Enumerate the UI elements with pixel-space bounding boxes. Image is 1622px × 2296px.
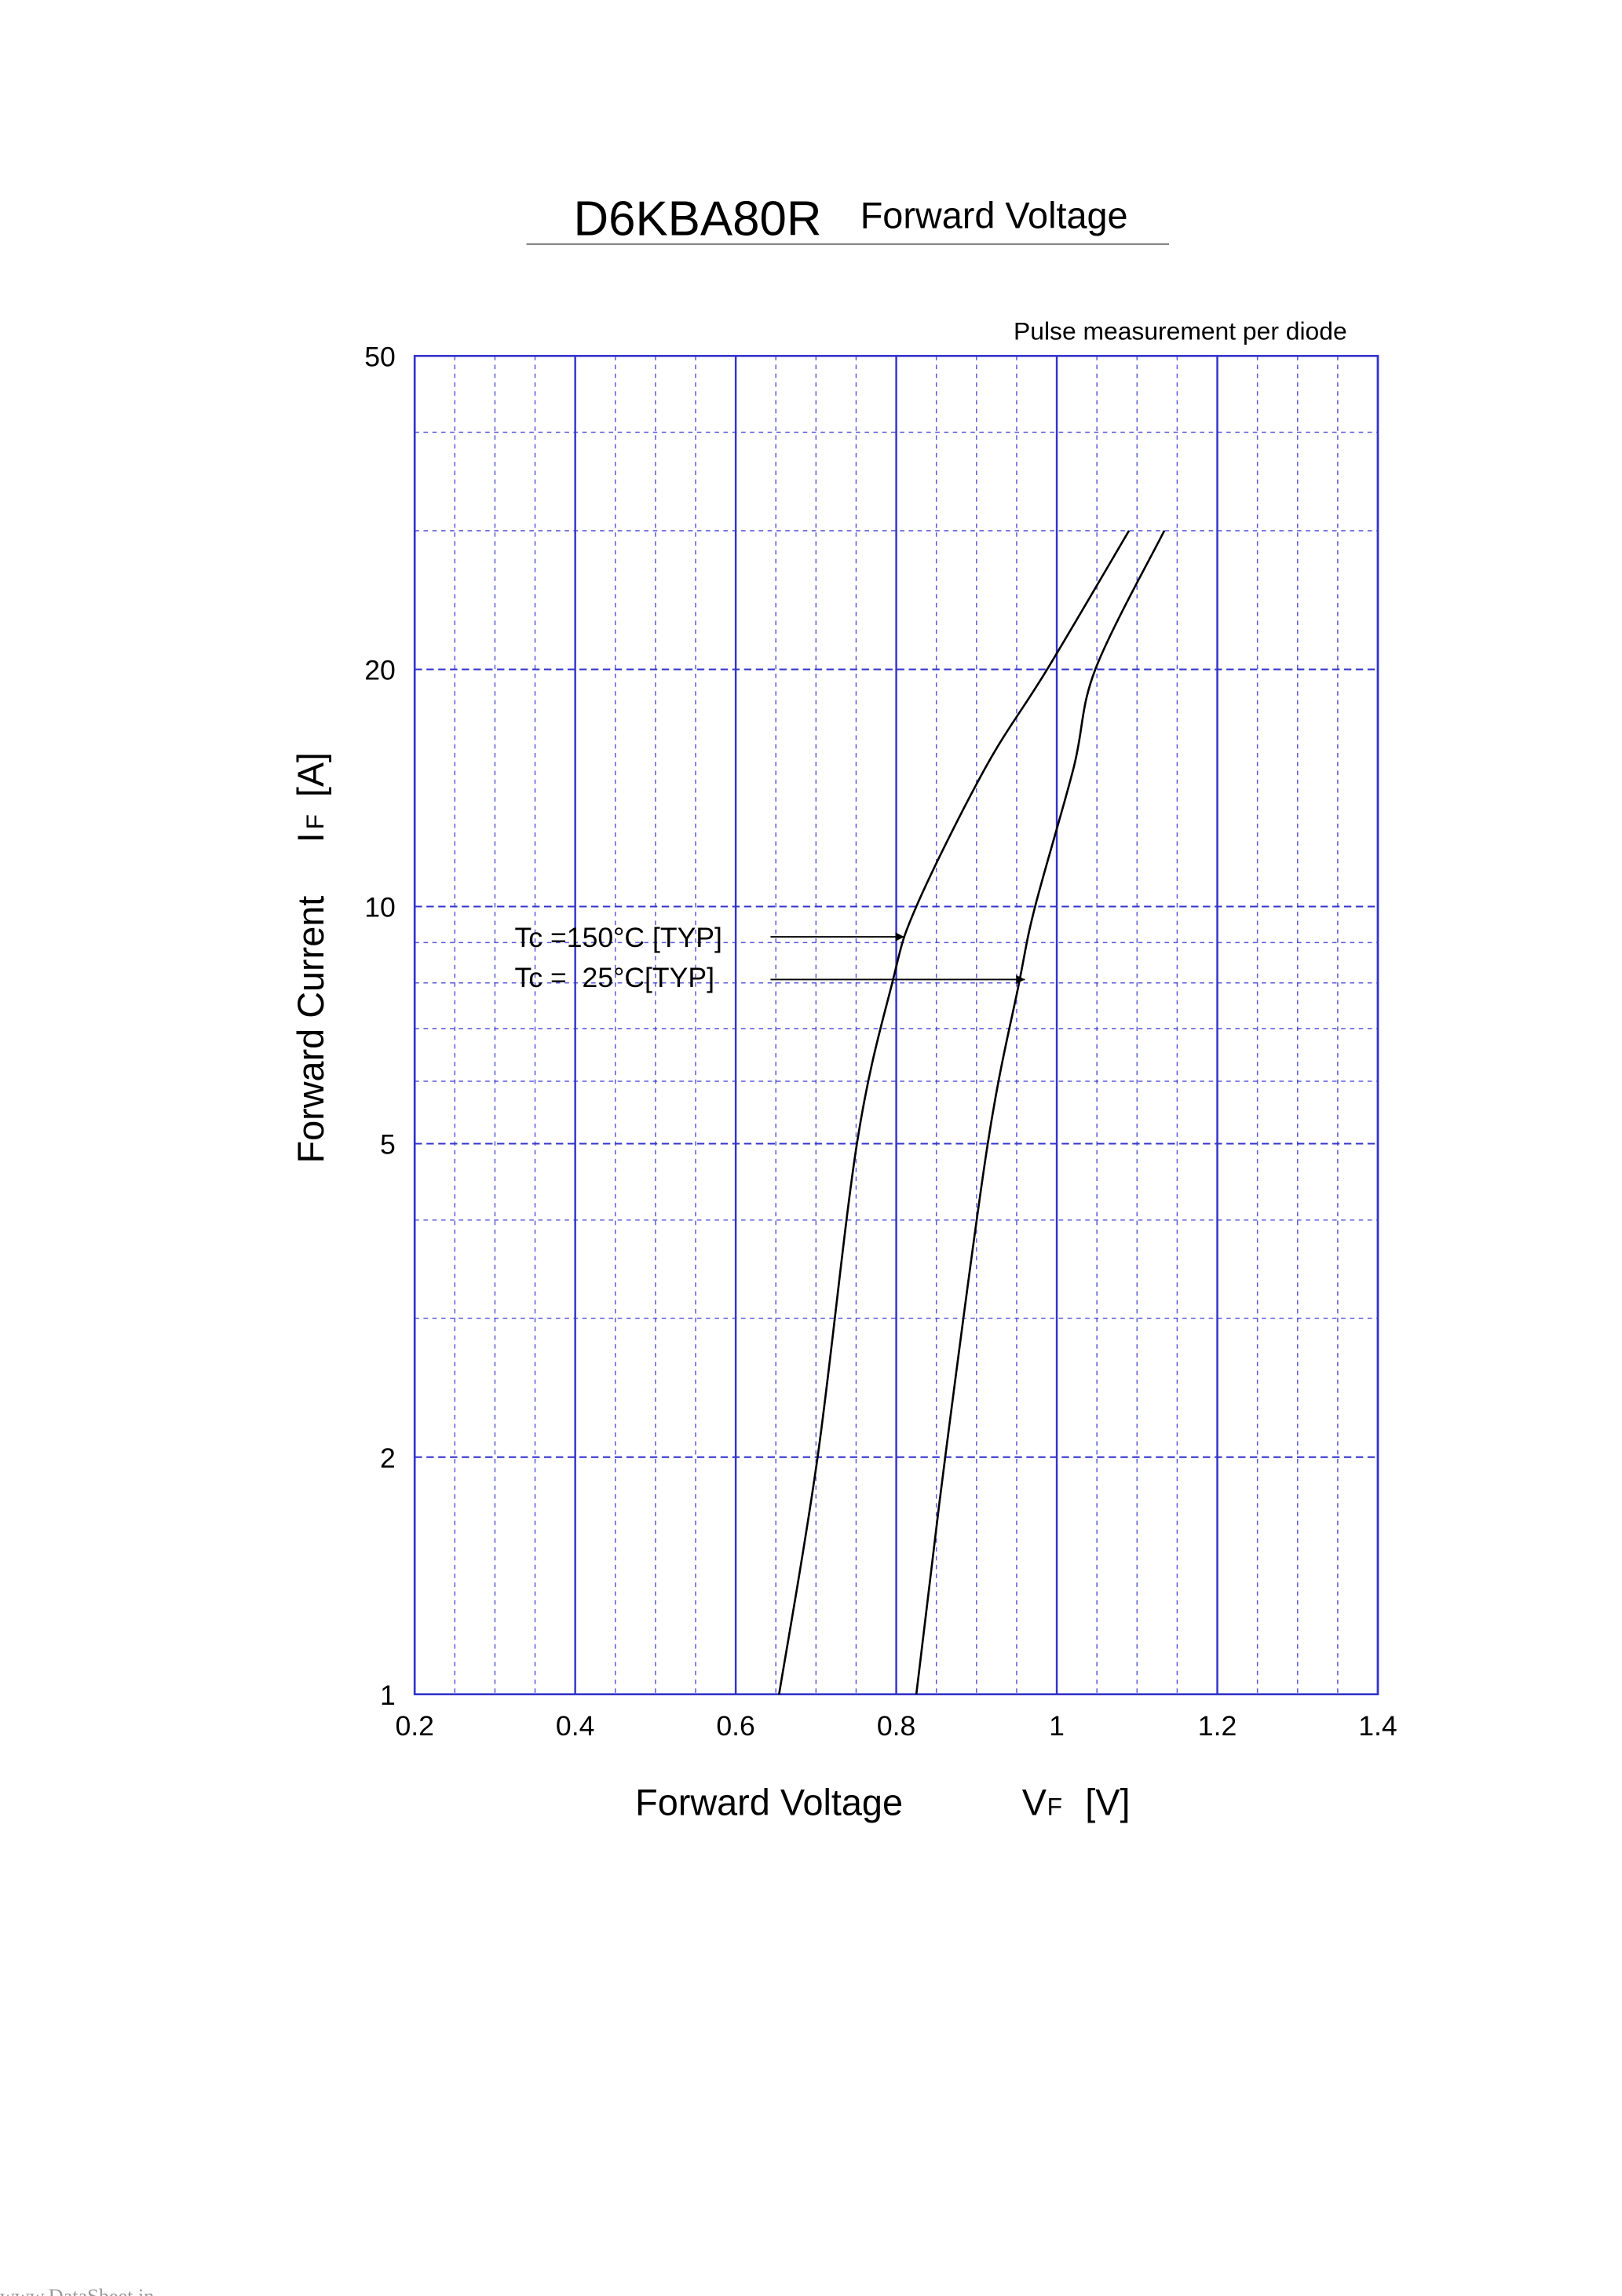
x-tick-label: 0.6 xyxy=(716,1710,754,1742)
plot-frame xyxy=(413,354,1379,1696)
y-axis-label-group: Forward Current I F [A] xyxy=(290,752,331,1164)
y-tick-label: 50 xyxy=(364,341,396,372)
x-tick-label: 0.2 xyxy=(395,1710,433,1742)
note: Pulse measurement per diode xyxy=(1014,317,1347,345)
x-tick-label: 1 xyxy=(1049,1710,1065,1742)
x-unit: [V] xyxy=(1085,1782,1130,1823)
y-tick-label: 10 xyxy=(364,892,396,923)
x-tick-label: 1.2 xyxy=(1198,1710,1237,1742)
y-unit-symbol: I xyxy=(290,832,331,843)
x-unit-subscript: F xyxy=(1047,1792,1062,1820)
chart: D6KBA80R Forward Voltage Pulse measureme… xyxy=(0,192,1397,2296)
y-unit: [A] xyxy=(290,752,331,797)
y-axis-label: Forward Current xyxy=(290,896,331,1164)
y-unit-subscript: F xyxy=(301,814,329,829)
x-axis-label: Forward Voltage xyxy=(635,1782,903,1823)
series-line xyxy=(915,530,1166,1695)
series-label: Tc = 25°C[TYP] xyxy=(515,962,714,993)
chart-title: D6KBA80R xyxy=(573,192,821,247)
x-tick-label: 0.4 xyxy=(556,1710,594,1742)
x-tick-label: 1.4 xyxy=(1358,1710,1397,1742)
series-line xyxy=(778,530,1131,1695)
x-unit-symbol: V xyxy=(1022,1782,1047,1823)
x-tick-label: 0.8 xyxy=(877,1710,915,1742)
watermark: www.DataSheet.in xyxy=(0,2285,154,2296)
chart-subtitle: Forward Voltage xyxy=(860,195,1128,236)
y-tick-label: 2 xyxy=(380,1442,396,1474)
y-tick-label: 20 xyxy=(364,655,396,686)
y-tick-label: 5 xyxy=(380,1129,396,1161)
series-label: Tc =150°C [TYP] xyxy=(515,922,722,953)
y-tick-label: 1 xyxy=(380,1680,396,1711)
